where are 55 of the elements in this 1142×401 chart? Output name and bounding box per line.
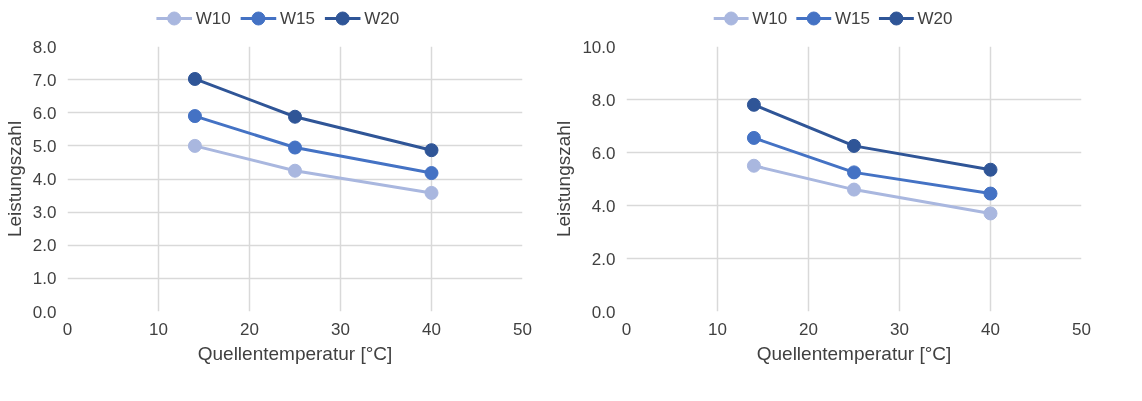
y-tick-label: 4.0 [32,170,57,189]
point [187,138,202,153]
legend-label: W15 [834,9,870,28]
y-tick-label: 8.0 [591,90,616,110]
point [847,165,861,180]
y-tick-label: 2.0 [32,236,57,256]
y-tick-label: 8.0 [32,37,57,57]
x-axis-title: Quellentemperatur [°C] [197,342,393,364]
point [746,97,761,112]
y-tick-label: 0.0 [32,302,57,322]
x-tick-label: 0 [62,319,73,339]
point [424,143,439,158]
point [746,158,761,173]
y-tick-label: 3.0 [32,203,57,223]
legend-label: W20 [364,9,400,28]
point [746,130,761,145]
x-tick-label: 10 [708,319,727,339]
point [983,206,998,221]
point [983,162,998,177]
point [847,182,861,197]
y-axis-title: Leistungszahl [3,120,25,238]
point [983,186,998,201]
legend-label: W10 [195,9,231,28]
point [288,163,302,178]
y-tick-label: 7.0 [32,70,57,90]
legend-label: W15 [279,9,315,28]
legend-label: W10 [752,9,788,28]
point [288,109,302,124]
y-axis-title: Leistungszahl [553,120,575,238]
x-tick-label: 20 [240,319,259,339]
y-tick-label: 0.0 [591,302,616,322]
y-tick-label: 5.0 [32,136,57,156]
y-tick-label: 6.0 [32,103,57,123]
x-tick-label: 40 [981,319,1000,339]
y-tick-label: 2.0 [591,249,616,269]
y-tick-label: 1.0 [32,269,57,289]
legend-label: W20 [917,9,953,28]
y-tick-label: 10.0 [582,37,616,57]
point [424,166,439,181]
x-tick-label: 40 [422,319,441,339]
y-tick-label: 4.0 [591,196,616,216]
x-tick-label: 30 [331,319,350,339]
x-tick-label: 10 [149,319,168,339]
point [187,71,202,86]
point [288,140,302,155]
x-tick-label: 0 [621,319,632,339]
point [847,138,861,153]
x-tick-label: 30 [890,319,909,339]
point [187,109,202,124]
point [424,185,439,200]
x-tick-label: 50 [1072,319,1091,339]
x-tick-label: 20 [799,319,818,339]
x-axis-title: Quellentemperatur [°C] [756,342,952,364]
y-tick-label: 6.0 [591,143,616,163]
x-tick-label: 50 [513,319,532,339]
